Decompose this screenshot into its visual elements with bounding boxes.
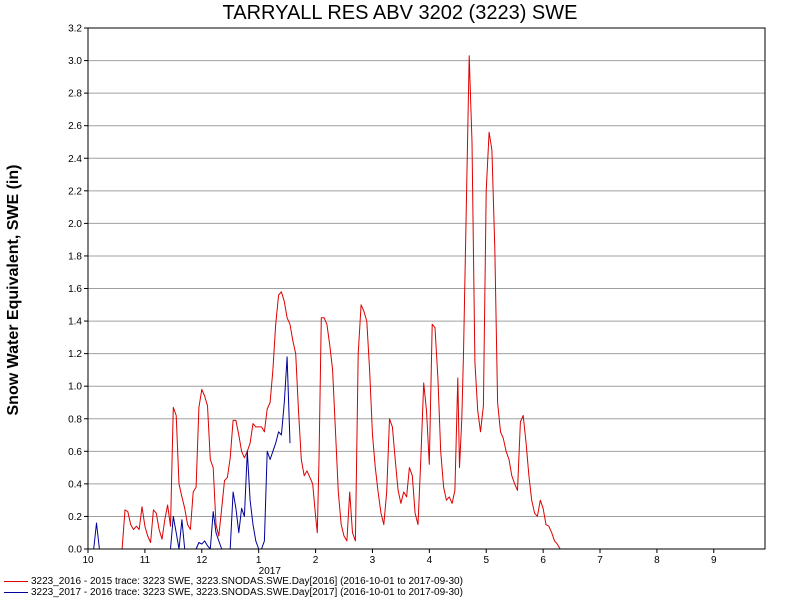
legend-label-2017: 3223_2017 - 2016 trace: 3223 SWE, 3223.S…	[31, 587, 463, 598]
y-tick-label: 2.4	[68, 154, 82, 165]
x-tick-label: 8	[654, 555, 660, 566]
y-tick-label: 1.6	[68, 284, 82, 295]
x-tick-label: 7	[597, 555, 603, 566]
x-tick-label: 10	[82, 555, 94, 566]
y-tick-label: 0.4	[68, 479, 82, 490]
series-layer	[93, 55, 561, 550]
x-year-label: 2017	[259, 566, 282, 577]
series-line-0	[121, 55, 561, 550]
series-line-1	[93, 356, 291, 550]
y-tick-label: 1.0	[68, 382, 82, 393]
x-tick-label: 9	[711, 555, 717, 566]
x-tick-label: 2	[313, 555, 319, 566]
x-tick-label: 6	[540, 555, 546, 566]
y-tick-label: 3.0	[68, 56, 82, 67]
y-tick-label: 1.2	[68, 349, 82, 360]
y-tick-label: 2.8	[68, 89, 82, 100]
y-tick-label: 1.8	[68, 251, 82, 262]
legend-swatch-2016	[4, 581, 28, 582]
x-tick-label: 3	[370, 555, 376, 566]
y-tick-label: 0.0	[68, 545, 82, 556]
y-tick-label: 2.0	[68, 219, 82, 230]
legend-entry-2017: 3223_2017 - 2016 trace: 3223 SWE, 3223.S…	[4, 587, 463, 598]
grid-lines	[88, 60, 765, 517]
chart-title: TARRYALL RES ABV 3202 (3223) SWE	[222, 2, 578, 24]
axis-ticks: 0.0 0.2 0.4 0.6 0.8 1.0 1.2 1.4 1.6 1.8 2.0 2.2 2.4 2…	[68, 24, 717, 578]
y-tick-label: 1.4	[68, 317, 82, 328]
y-tick-label: 2.6	[68, 121, 82, 132]
x-tick-label: 1	[256, 555, 262, 566]
y-tick-label: 0.2	[68, 512, 82, 523]
x-tick-label: 12	[196, 555, 208, 566]
legend-label-2016: 3223_2016 - 2015 trace: 3223 SWE, 3223.S…	[31, 576, 463, 587]
x-tick-label: 11	[140, 555, 151, 566]
x-tick-label: 4	[427, 555, 433, 566]
legend-entry-2016: 3223_2016 - 2015 trace: 3223 SWE, 3223.S…	[4, 576, 463, 587]
y-tick-label: 3.2	[68, 24, 82, 35]
y-tick-label: 2.2	[68, 186, 82, 197]
y-tick-label: 0.8	[68, 414, 82, 425]
x-tick-label: 5	[483, 555, 489, 566]
y-tick-label: 0.6	[68, 447, 82, 458]
legend-swatch-2017	[4, 592, 28, 593]
